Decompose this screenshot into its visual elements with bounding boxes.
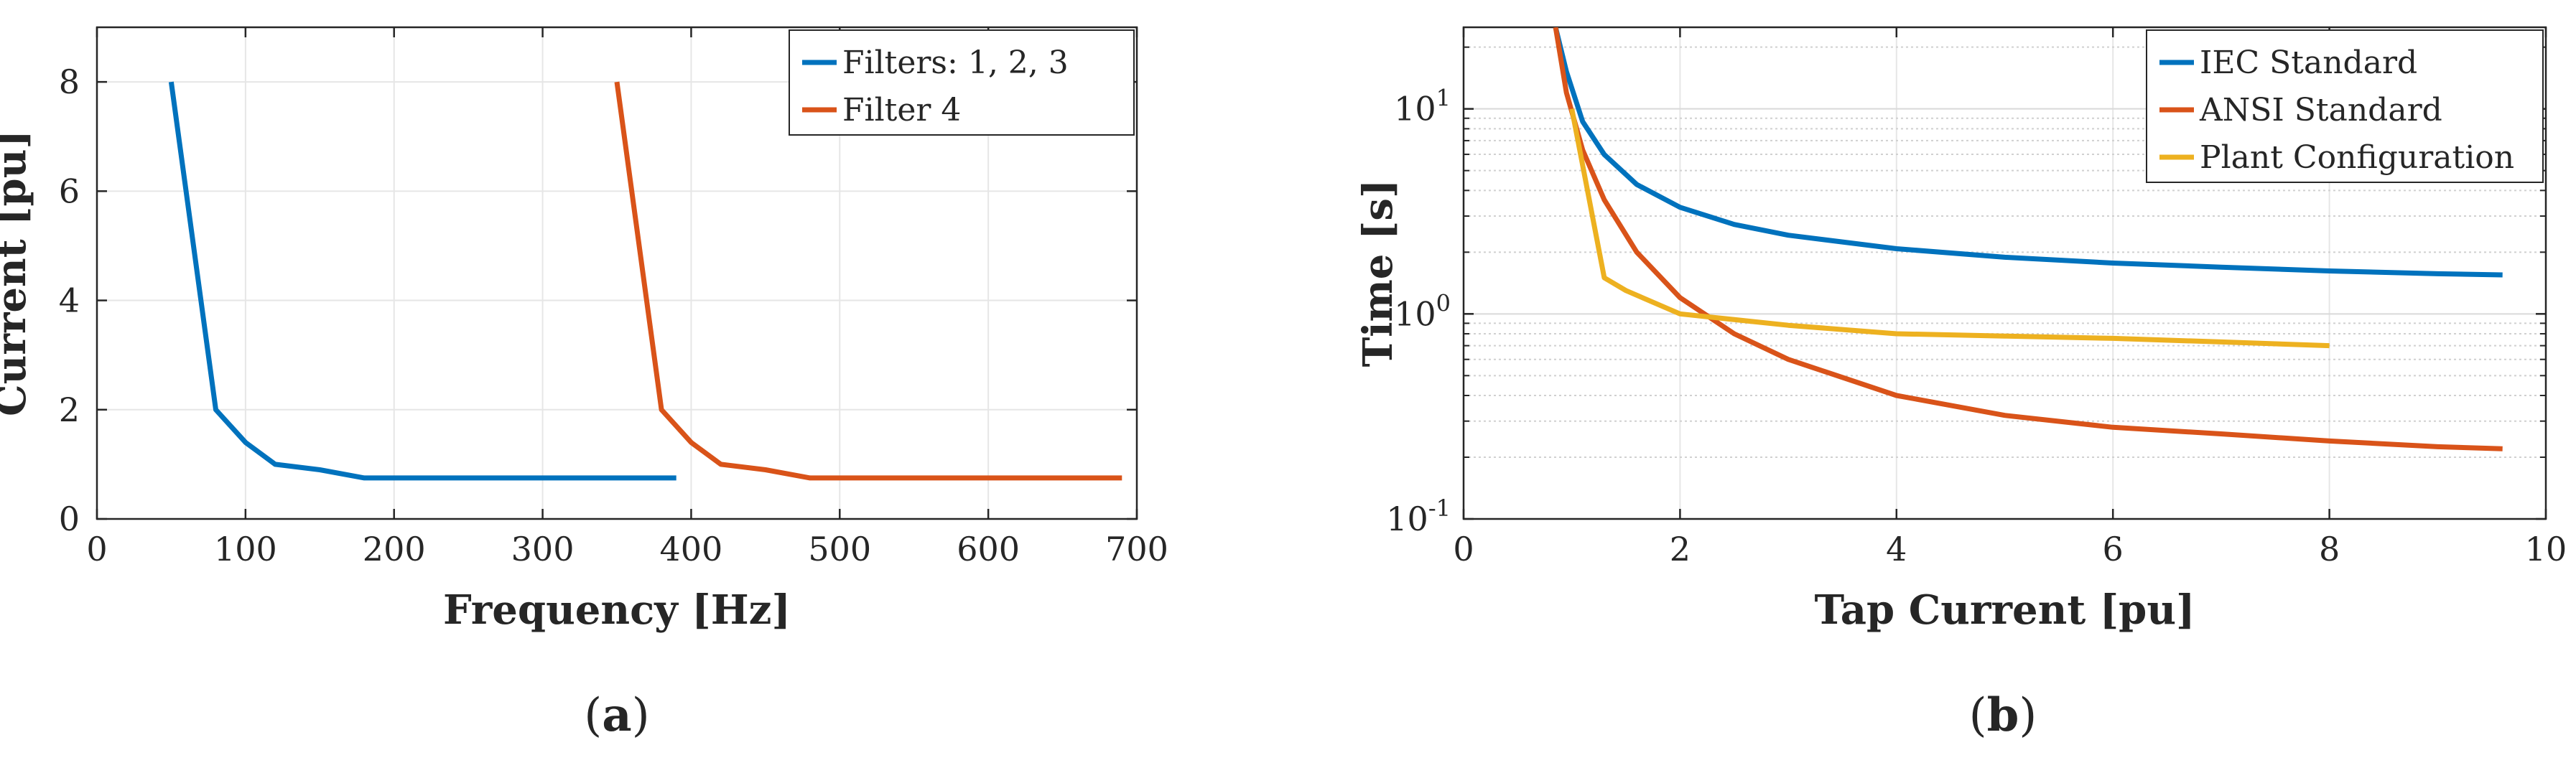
chart-panel-a: 0 100 200 300 400 500 600 700 0 2 4 6 8 Filters: 1, 2…: [0, 26, 1168, 742]
x-tick-label: 4: [1886, 530, 1907, 568]
chart-panel-b: 0 2 4 6 8 10 10-1 100 101 IEC Standard ANSI Standa…: [1354, 26, 2567, 742]
x-axis-label: Tap Current [pu]: [1814, 586, 2195, 634]
x-tick-label: 200: [363, 530, 426, 568]
x-axis-label: Frequency [Hz]: [443, 586, 791, 634]
y-tick-label: 4: [59, 281, 80, 320]
legend-label: IEC Standard: [2200, 45, 2417, 81]
x-tick-label: 300: [511, 530, 575, 568]
legend-box: [2146, 29, 2544, 183]
panel-label: (b): [1969, 688, 2037, 742]
legend-label: Filters: 1, 2, 3: [842, 45, 1069, 81]
y-tick-label: 8: [59, 62, 80, 101]
axes-box: [96, 26, 1138, 520]
x-tick-label: 700: [1105, 530, 1168, 568]
y-axis-label: Current [pu]: [0, 130, 35, 416]
legend-label: Plant Configuration: [2200, 139, 2514, 176]
y-tick-label: 101: [1394, 85, 1451, 128]
x-tick-label: 600: [957, 530, 1020, 568]
x-tick-label: 0: [1453, 530, 1474, 568]
x-tick-label: 8: [2319, 530, 2340, 568]
y-tick-label: 0: [59, 500, 80, 538]
y-tick-label: 100: [1394, 289, 1451, 333]
y-tick-label: 6: [59, 172, 80, 210]
legend-box: [789, 29, 1135, 136]
y-axis-label: Time [s]: [1354, 179, 1402, 367]
x-tick-label: 6: [2103, 530, 2124, 568]
series-line-3: [1569, 108, 2330, 349]
x-tick-label: 10: [2525, 530, 2567, 568]
series-line-2: [614, 81, 1122, 481]
x-tick-label: 0: [86, 530, 107, 568]
y-tick-label: 10-1: [1386, 495, 1451, 538]
axes-box: [1462, 26, 2547, 520]
x-tick-label: 500: [808, 530, 871, 568]
panel-label: (a): [584, 688, 649, 742]
y-tick-label: 2: [59, 390, 80, 429]
series-line-1: [168, 81, 676, 481]
legend-label: Filter 4: [842, 92, 961, 128]
series-line-1: [1553, 27, 2503, 278]
x-tick-label: 400: [660, 530, 723, 568]
x-tick-label: 100: [214, 530, 277, 568]
x-tick-label: 2: [1670, 530, 1691, 568]
legend-label: ANSI Standard: [2199, 92, 2442, 128]
series-line-2: [1553, 27, 2503, 451]
